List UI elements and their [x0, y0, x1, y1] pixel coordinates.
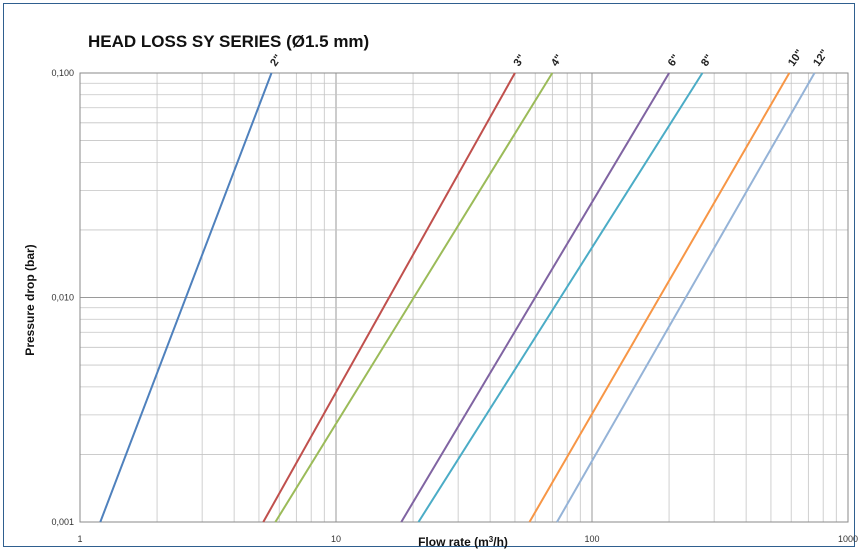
series-label: 4": [549, 53, 565, 69]
y-axis-title: Pressure drop (bar): [23, 244, 37, 355]
series-line: [99, 72, 273, 523]
x-tick-label: 1: [77, 534, 82, 544]
series-label: 6": [666, 53, 682, 69]
y-tick-label: 0,100: [51, 68, 74, 78]
chart-title: HEAD LOSS SY SERIES (Ø1.5 mm): [88, 32, 369, 51]
series-label: 10": [786, 48, 806, 69]
series-line: [262, 72, 516, 523]
series-label: 12": [811, 48, 831, 69]
series-lines: [99, 72, 816, 523]
series-line: [528, 72, 791, 523]
series-label: 3": [512, 53, 528, 69]
y-tick-label: 0,010: [51, 293, 74, 303]
x-tick-label: 10: [331, 534, 341, 544]
plot-area-border: [79, 72, 849, 523]
x-tick-label: 100: [584, 534, 599, 544]
series-label: 2": [268, 53, 284, 69]
series-label: 8": [699, 53, 715, 69]
y-tick-label: 0,001: [51, 517, 74, 527]
series-line: [417, 72, 704, 523]
grid-lines: [79, 72, 849, 523]
series-line: [274, 72, 554, 523]
x-axis-title: Flow rate (m3/h): [418, 535, 508, 550]
series-line: [400, 72, 670, 523]
x-tick-label: 1000: [838, 534, 858, 544]
series-line: [556, 72, 816, 523]
chart-frame: [3, 3, 855, 547]
tick-labels: 1 10 100 1000 0,001 0,010 0,100: [51, 68, 858, 544]
